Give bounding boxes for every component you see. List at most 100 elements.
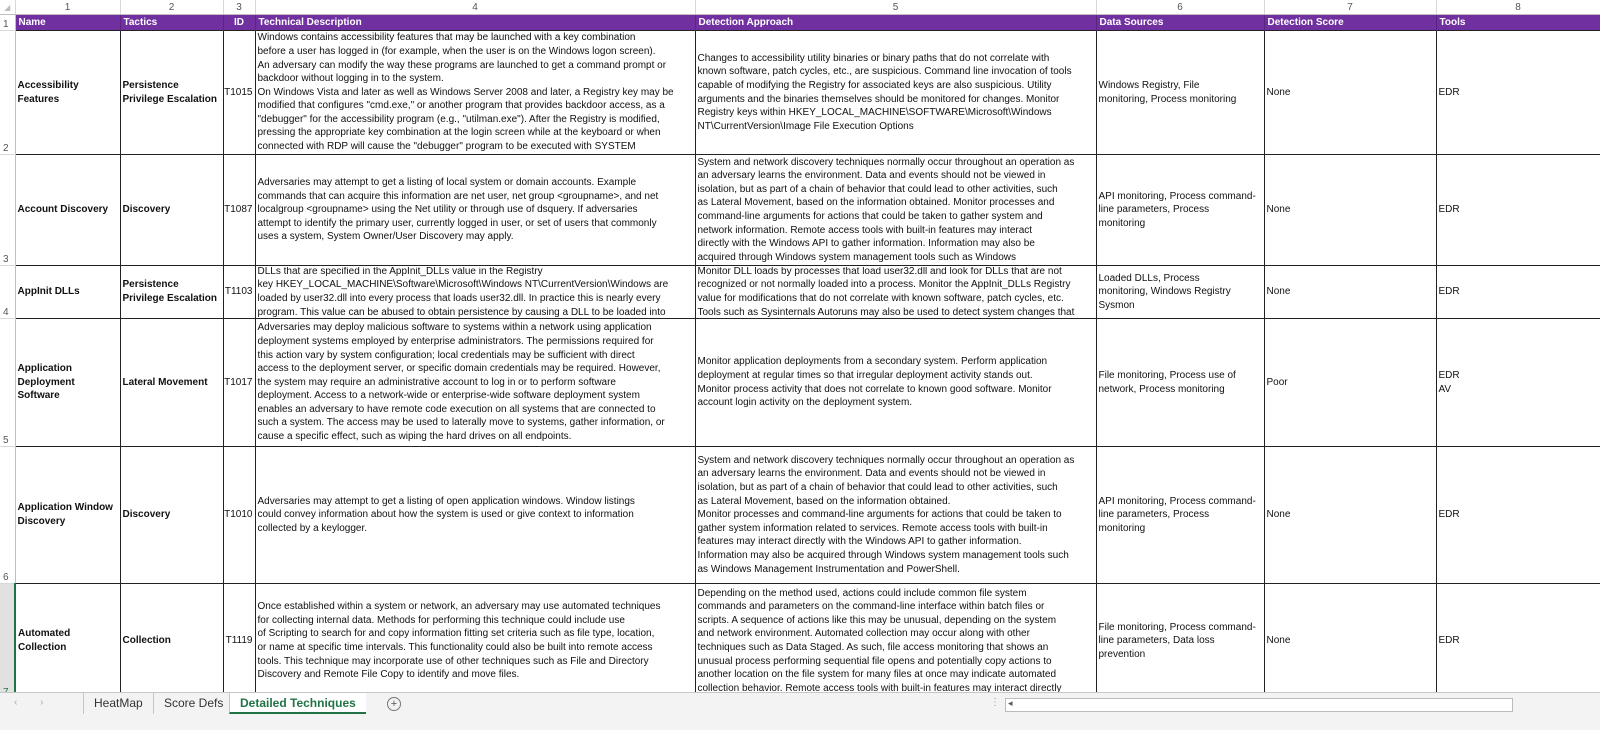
data-sources-text: API monitoring, Process command- line pa…: [1098, 190, 1256, 229]
table-row: 3 Account Discovery Discovery T1087 Adversar…: [0, 154, 1600, 266]
table-row: 4 AppInit DLLs Persistence Privilege Escal…: [0, 265, 1600, 319]
tools-cell[interactable]: EDR: [1435, 583, 1600, 692]
detection-cell[interactable]: Depending on the method used, actions co…: [694, 583, 1097, 692]
tools-cell[interactable]: EDR: [1435, 30, 1600, 155]
data-sources-cell[interactable]: Loaded DLLs, Process monitoring, Windows…: [1095, 265, 1265, 319]
split-handle[interactable]: ⋮: [990, 697, 1000, 708]
sheet-tab-score-defs[interactable]: Score Defs: [153, 693, 233, 714]
row-number[interactable]: 2: [0, 30, 16, 155]
tactics-cell[interactable]: Lateral Movement: [119, 318, 224, 447]
tactics-cell[interactable]: Discovery: [119, 446, 224, 584]
row-number[interactable]: 3: [0, 154, 16, 266]
score-cell[interactable]: None: [1263, 154, 1437, 266]
data-sources-cell[interactable]: API monitoring, Process command- line pa…: [1095, 154, 1265, 266]
column-number-1[interactable]: 1: [15, 0, 121, 15]
id-cell[interactable]: T1087: [222, 154, 256, 266]
header-tactics[interactable]: Tactics: [120, 14, 224, 31]
column-number-5[interactable]: 5: [695, 0, 1097, 15]
score-cell[interactable]: None: [1263, 30, 1437, 155]
tactics-text: Collection: [122, 635, 171, 647]
detection-cell[interactable]: Changes to accessibility utility binarie…: [694, 30, 1097, 155]
tools-cell[interactable]: EDR AV: [1435, 318, 1600, 447]
header-technical-description[interactable]: Technical Description: [255, 14, 696, 31]
description-cell[interactable]: Once established within a system or netw…: [254, 583, 696, 692]
column-number-3[interactable]: 3: [223, 0, 256, 15]
plus-circle-icon[interactable]: +: [387, 697, 401, 711]
score-cell[interactable]: Poor: [1263, 318, 1437, 447]
description-cell[interactable]: DLLs that are specified in the AppInit_D…: [254, 265, 696, 319]
name-cell[interactable]: AppInit DLLs: [14, 265, 121, 319]
name-cell[interactable]: Automated Collection: [14, 583, 121, 692]
score-text: None: [1266, 286, 1291, 298]
tab-navigation[interactable]: ‹ ›: [14, 697, 54, 708]
detection-cell[interactable]: Monitor application deployments from a s…: [694, 318, 1097, 447]
column-number-2[interactable]: 2: [120, 0, 224, 15]
select-all-corner[interactable]: ◢: [0, 0, 16, 15]
row-number[interactable]: 5: [0, 318, 16, 447]
horizontal-scrollbar[interactable]: ◂: [1005, 698, 1513, 712]
tools-cell[interactable]: EDR: [1435, 265, 1600, 319]
tactics-cell[interactable]: Persistence Privilege Escalation: [119, 265, 224, 319]
data-sources-cell[interactable]: Windows Registry, File monitoring, Proce…: [1095, 30, 1265, 155]
tools-text: EDR: [1438, 635, 1460, 647]
id-cell[interactable]: T1010: [222, 446, 256, 584]
description-cell[interactable]: Windows contains accessibility features …: [254, 30, 696, 155]
name-cell[interactable]: Accessibility Features: [14, 30, 121, 155]
data-sources-text: Loaded DLLs, Process monitoring, Windows…: [1098, 272, 1231, 311]
column-number-7[interactable]: 7: [1264, 0, 1437, 15]
detection-cell[interactable]: System and network discovery techniques …: [694, 154, 1097, 266]
tools-text: EDR: [1438, 86, 1460, 98]
row-number[interactable]: 4: [0, 265, 16, 319]
name-cell[interactable]: Account Discovery: [14, 154, 121, 266]
score-text: Poor: [1266, 376, 1288, 388]
detection-text: System and network discovery techniques …: [697, 454, 1075, 575]
table-row: 5 Application Deployment Software Lateral …: [0, 318, 1600, 447]
description-cell[interactable]: Adversaries may deploy malicious softwar…: [254, 318, 696, 447]
row-number[interactable]: 1: [0, 14, 16, 31]
detection-cell[interactable]: System and network discovery techniques …: [694, 446, 1097, 584]
description-cell[interactable]: Adversaries may attempt to get a listing…: [254, 154, 696, 266]
row-number[interactable]: 6: [0, 446, 16, 584]
tools-text: EDR: [1438, 509, 1460, 521]
id-cell[interactable]: T1017: [222, 318, 256, 447]
id-cell[interactable]: T1015: [222, 30, 256, 155]
score-cell[interactable]: None: [1263, 583, 1437, 692]
header-tools[interactable]: Tools: [1436, 14, 1600, 31]
sheet-tab-detailed-techniques[interactable]: Detailed Techniques: [229, 693, 366, 714]
header-name[interactable]: Name: [15, 14, 121, 31]
id-cell[interactable]: T1119: [222, 583, 256, 692]
header-id[interactable]: ID: [223, 14, 256, 31]
detection-cell[interactable]: Monitor DLL loads by processes that load…: [694, 265, 1097, 319]
header-detection-score[interactable]: Detection Score: [1264, 14, 1437, 31]
column-number-4[interactable]: 4: [255, 0, 696, 15]
data-sources-cell[interactable]: File monitoring, Process use of network,…: [1095, 318, 1265, 447]
tools-cell[interactable]: EDR: [1435, 446, 1600, 584]
tactics-cell[interactable]: Discovery: [119, 154, 224, 266]
table-row: 6 Application Window Discovery Discovery T1…: [0, 446, 1600, 584]
header-detection-approach[interactable]: Detection Approach: [695, 14, 1097, 31]
name-cell[interactable]: Application Window Discovery: [14, 446, 121, 584]
description-cell[interactable]: Adversaries may attempt to get a listing…: [254, 446, 696, 584]
description-text: Adversaries may deploy malicious softwar…: [257, 322, 665, 443]
description-text: Adversaries may attempt to get a listing…: [257, 177, 659, 243]
tactics-cell[interactable]: Collection: [119, 583, 224, 692]
score-text: None: [1266, 204, 1291, 216]
column-number-6[interactable]: 6: [1096, 0, 1265, 15]
scroll-left-arrow-icon[interactable]: ◂: [1008, 698, 1013, 708]
detection-text: System and network discovery techniques …: [697, 156, 1075, 263]
id-cell[interactable]: T1103: [222, 265, 256, 319]
detection-text: Depending on the method used, actions co…: [697, 587, 1062, 692]
column-number-8[interactable]: 8: [1436, 0, 1600, 15]
detection-text: Changes to accessibility utility binarie…: [697, 52, 1072, 132]
header-data-sources[interactable]: Data Sources: [1096, 14, 1265, 31]
sheet-tab-bar: ‹ › HeatMap Score Defs Detailed Techniques…: [0, 692, 1600, 715]
data-sources-cell[interactable]: File monitoring, Process command- line p…: [1095, 583, 1265, 692]
sheet-tab-heatmap[interactable]: HeatMap: [83, 693, 153, 714]
tools-cell[interactable]: EDR: [1435, 154, 1600, 266]
row-number[interactable]: 7: [0, 583, 16, 692]
data-sources-cell[interactable]: API monitoring, Process command- line pa…: [1095, 446, 1265, 584]
tactics-cell[interactable]: Persistence Privilege Escalation: [119, 30, 224, 155]
name-cell[interactable]: Application Deployment Software: [14, 318, 121, 447]
score-cell[interactable]: None: [1263, 265, 1437, 319]
score-cell[interactable]: None: [1263, 446, 1437, 584]
